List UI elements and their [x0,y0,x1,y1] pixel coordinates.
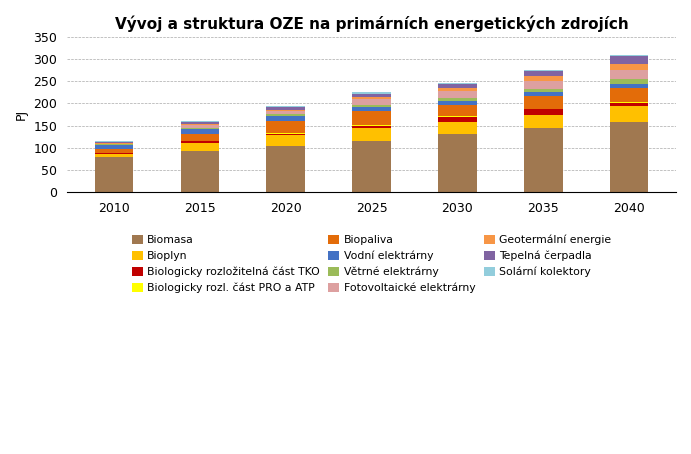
Bar [180,121,219,122]
Bar [609,79,648,84]
Bar [524,89,562,92]
Bar [352,92,391,94]
Bar [267,121,305,133]
Bar [352,107,391,111]
Bar [180,143,219,151]
Y-axis label: PJ: PJ [15,109,28,120]
Bar [267,106,305,107]
Bar [524,96,562,109]
Bar [352,99,391,105]
Bar [267,114,305,116]
Bar [180,125,219,128]
Bar [352,105,391,107]
Bar [438,105,477,116]
Bar [95,141,133,142]
Bar [524,115,562,128]
Bar [180,124,219,125]
Bar [180,133,219,141]
Bar [352,128,391,141]
Bar [95,142,133,143]
Bar [352,97,391,99]
Bar [438,88,477,91]
Bar [524,128,562,192]
Bar [180,151,219,192]
Bar [267,135,305,146]
Bar [180,129,219,133]
Bar [524,92,562,96]
Bar [352,141,391,192]
Title: Vývoj a struktura OZE na primárních energetických zdrojích: Vývoj a struktura OZE na primárních ener… [115,15,628,31]
Bar [609,102,648,103]
Bar [438,98,477,101]
Bar [180,142,219,143]
Legend: Biomasa, Bioplyn, Biologicky rozložitelná část TKO, Biologicky rozl. část PRO a : Biomasa, Bioplyn, Biologicky rozložiteln… [129,232,614,296]
Bar [609,88,648,102]
Bar [438,84,477,88]
Bar [438,122,477,134]
Bar [180,128,219,129]
Bar [438,117,477,122]
Bar [267,111,305,114]
Bar [95,153,133,154]
Bar [609,55,648,56]
Bar [95,144,133,149]
Bar [267,133,305,135]
Bar [267,109,305,111]
Bar [95,149,133,153]
Bar [352,111,391,125]
Bar [524,109,562,115]
Bar [609,103,648,106]
Bar [267,107,305,109]
Bar [524,69,562,71]
Bar [524,76,562,81]
Bar [267,116,305,121]
Bar [267,146,305,192]
Bar [438,83,477,84]
Bar [180,122,219,124]
Bar [609,84,648,88]
Bar [524,71,562,76]
Bar [95,154,133,157]
Bar [609,106,648,122]
Bar [609,122,648,192]
Bar [438,134,477,192]
Bar [352,94,391,97]
Bar [438,91,477,98]
Bar [609,64,648,69]
Bar [438,101,477,105]
Bar [609,69,648,79]
Bar [95,157,133,192]
Bar [352,125,391,128]
Bar [609,56,648,64]
Bar [524,81,562,89]
